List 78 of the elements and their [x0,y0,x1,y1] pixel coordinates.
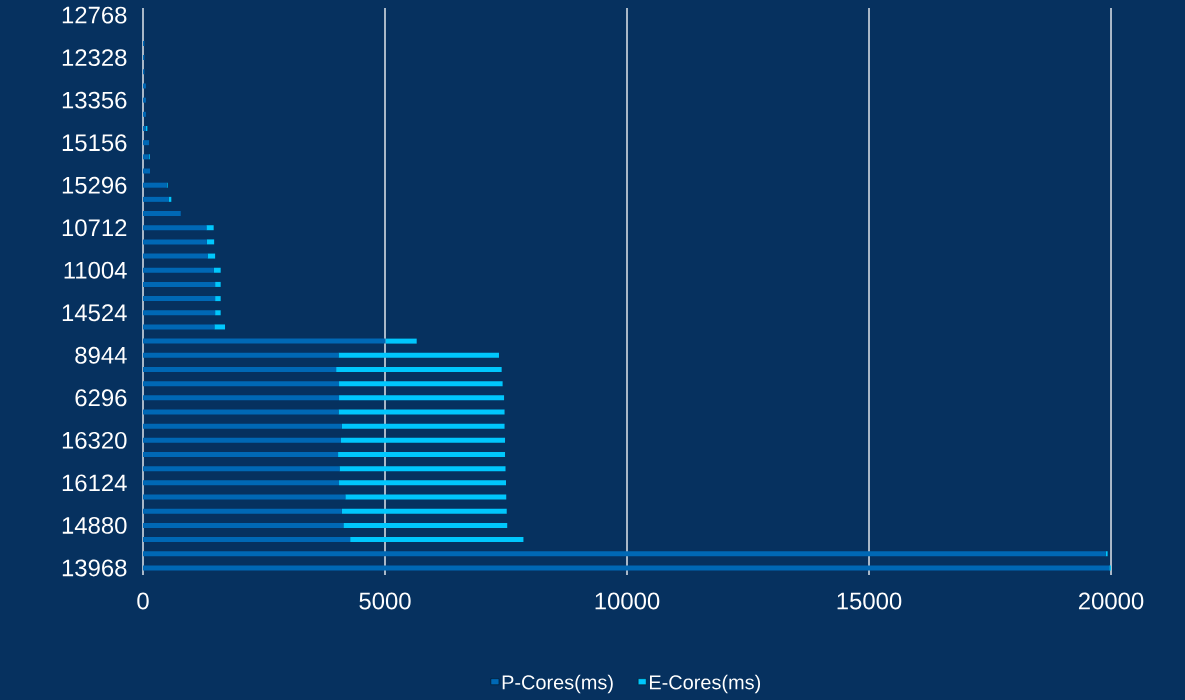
bar [143,267,214,273]
y-tick-label: 13968 [62,559,127,577]
bar [206,239,215,245]
bar [143,437,341,443]
bar [143,381,340,387]
bar [143,551,1106,557]
legend-label: E-Cores(ms) [650,674,761,694]
bar [385,338,417,344]
bar [341,423,505,429]
bar [143,508,342,514]
bar [345,494,507,500]
bar [143,352,339,358]
bar [143,296,216,302]
y-tick-label: 8944 [75,346,127,364]
bar [143,338,386,344]
y-tick-label: 6296 [75,389,127,407]
bar [213,267,221,273]
bar [338,409,505,415]
bar [343,522,508,528]
bar [215,296,221,302]
bar [143,522,344,528]
y-tick-label: 14524 [62,304,127,322]
y-tick-label: 12328 [62,49,127,67]
bar [143,168,151,174]
y-tick-label: 13356 [62,91,127,109]
bar [143,83,146,89]
bar [143,154,149,160]
y-tick-label: 15296 [62,176,127,194]
bar [143,480,340,486]
bar [143,211,181,217]
y-tick-label: 12768 [62,6,127,24]
x-tick-label: 20000 [1078,592,1144,610]
bar [215,310,221,316]
bar [215,281,221,287]
y-tick-label: 16320 [62,431,127,449]
bar [336,366,502,372]
bar [214,324,226,330]
y-tick-label: 10712 [62,219,127,237]
bar [207,253,216,259]
bar [143,409,339,415]
bar [143,225,207,231]
bar [339,466,506,472]
legend-label: P-Cores(ms) [502,674,613,694]
x-tick-label: 15000 [837,592,902,610]
y-tick-label: 14880 [62,516,127,534]
bar [143,423,342,429]
bar [143,324,215,330]
bar [339,381,503,387]
bar [143,239,207,245]
bar [143,97,146,103]
bar [143,466,340,472]
bar [143,395,340,401]
y-tick-label: 15156 [62,134,127,152]
x-tick-label: 10000 [595,592,660,610]
x-tick-label: 0 [137,592,149,610]
bar [143,366,337,372]
bar [340,437,506,443]
bar [338,352,499,358]
bar [143,537,351,543]
bar [338,452,506,458]
y-tick-label: 16124 [62,474,127,492]
bar [143,140,150,146]
bar [143,253,208,259]
bar [143,281,216,287]
bar [339,395,505,401]
bar [143,452,339,458]
bar [143,111,146,117]
bar [143,182,167,188]
bar [143,494,346,500]
bar [350,537,524,543]
bar [341,508,507,514]
x-tick-label: 5000 [359,592,411,610]
y-tick-label: 11004 [64,261,127,279]
bar [206,225,214,231]
bar [143,196,169,202]
bar [143,310,216,316]
bar [143,565,1110,571]
bar [339,480,506,486]
